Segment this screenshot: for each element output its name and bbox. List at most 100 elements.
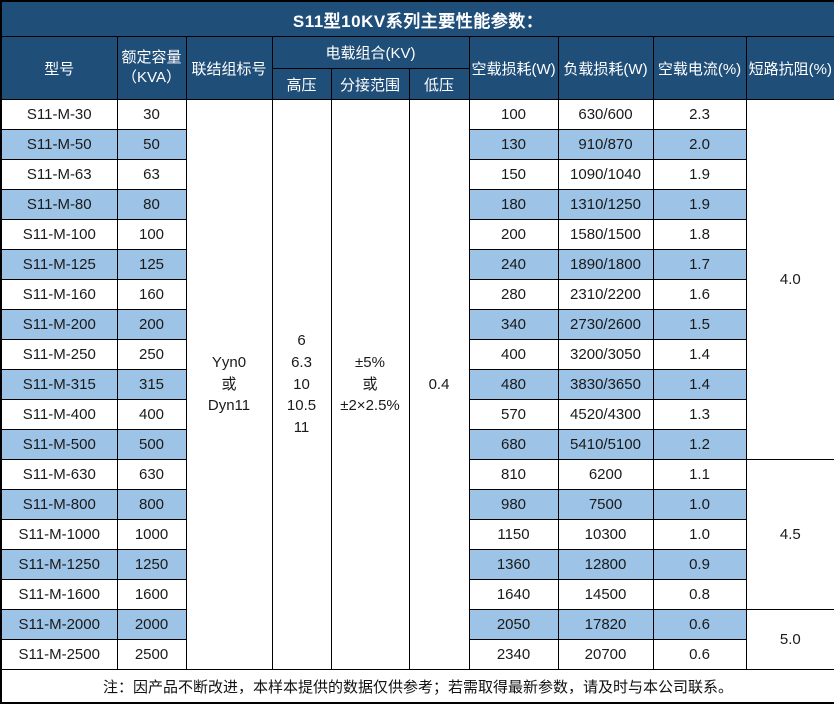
no-load-loss-cell: 2340 — [468, 639, 559, 670]
no-load-current-cell: 1.0 — [652, 489, 747, 520]
impedance-cell: 5.0 — [745, 609, 834, 670]
capacity-cell: 63 — [116, 159, 187, 190]
spec-row: S11-M-200 200 340 2730/2600 1.5 — [0, 309, 834, 340]
page-title: S11型10KV系列主要性能参数： — [0, 0, 834, 37]
capacity-cell: 100 — [116, 219, 187, 250]
impedance-cell: 4.0 — [745, 99, 834, 460]
model-cell: S11-M-63 — [0, 159, 118, 190]
no-load-current-cell: 0.6 — [652, 639, 747, 670]
load-loss-cell: 7500 — [557, 489, 654, 520]
capacity-cell: 400 — [116, 399, 187, 430]
model-cell: S11-M-315 — [0, 369, 118, 400]
no-load-current-cell: 2.0 — [652, 129, 747, 160]
capacity-cell: 80 — [116, 189, 187, 220]
model-cell: S11-M-1600 — [0, 579, 118, 610]
spec-row: S11-M-125 125 240 1890/1800 1.7 — [0, 249, 834, 280]
no-load-current-cell: 1.7 — [652, 249, 747, 280]
load-loss-cell: 1310/1250 — [557, 189, 654, 220]
load-loss-cell: 2730/2600 — [557, 309, 654, 340]
no-load-current-cell: 1.9 — [652, 189, 747, 220]
model-cell: S11-M-400 — [0, 399, 118, 430]
capacity-cell: 630 — [116, 459, 187, 490]
model-cell: S11-M-80 — [0, 189, 118, 220]
capacity-cell: 30 — [116, 99, 187, 130]
footer-note: 注：因产品不断改进，本样本提供的数据仅供参考；若需取得最新参数，请及时与本公司联… — [0, 669, 834, 704]
no-load-loss-cell: 1640 — [468, 579, 559, 610]
col-header-capacity: 额定容量 （KVA） — [116, 36, 187, 100]
no-load-current-cell: 1.1 — [652, 459, 747, 490]
no-load-loss-cell: 180 — [468, 189, 559, 220]
capacity-cell: 160 — [116, 279, 187, 310]
no-load-current-cell: 0.8 — [652, 579, 747, 610]
col-header-connection: 联结组标号 — [185, 36, 273, 100]
high-voltage-cell: 6 6.3 10 10.5 11 — [271, 99, 332, 670]
col-header-model: 型号 — [0, 36, 118, 100]
title-row: S11型10KV系列主要性能参数： — [0, 0, 834, 37]
load-loss-cell: 3200/3050 — [557, 339, 654, 370]
capacity-cell: 250 — [116, 339, 187, 370]
col-header-no-load-loss: 空载损耗(W) — [468, 36, 559, 100]
no-load-loss-cell: 810 — [468, 459, 559, 490]
no-load-loss-cell: 130 — [468, 129, 559, 160]
model-cell: S11-M-1000 — [0, 519, 118, 550]
col-header-tap-range: 分接范围 — [330, 68, 410, 100]
no-load-loss-cell: 240 — [468, 249, 559, 280]
load-loss-cell: 1090/1040 — [557, 159, 654, 190]
col-header-voltage-combo: 电载组合(KV) — [271, 36, 470, 69]
load-loss-cell: 1890/1800 — [557, 249, 654, 280]
model-cell: S11-M-30 — [0, 99, 118, 130]
spec-row: S11-M-500 500 680 5410/5100 1.2 — [0, 429, 834, 460]
spec-row: S11-M-160 160 280 2310/2200 1.6 — [0, 279, 834, 310]
note-row: 注：因产品不断改进，本样本提供的数据仅供参考；若需取得最新参数，请及时与本公司联… — [0, 669, 834, 704]
connection-group-cell: Yyn0 或 Dyn11 — [185, 99, 273, 670]
spec-table-body: S11-M-30 30 Yyn0 或 Dyn11 6 6.3 10 10.5 11 ±5% 或 ±2×2… — [0, 99, 834, 670]
low-voltage-cell: 0.4 — [408, 99, 470, 670]
no-load-loss-cell: 150 — [468, 159, 559, 190]
no-load-loss-cell: 1360 — [468, 549, 559, 580]
no-load-loss-cell: 980 — [468, 489, 559, 520]
col-header-capacity-line1: 额定容量 — [121, 48, 182, 66]
col-header-load-loss: 负载损耗(W) — [557, 36, 654, 100]
no-load-loss-cell: 280 — [468, 279, 559, 310]
spec-row: S11-M-1600 1600 1640 14500 0.8 — [0, 579, 834, 610]
load-loss-cell: 20700 — [557, 639, 654, 670]
load-loss-cell: 4520/4300 — [557, 399, 654, 430]
no-load-current-cell: 0.9 — [652, 549, 747, 580]
tap-range-cell: ±5% 或 ±2×2.5% — [330, 99, 410, 670]
no-load-loss-cell: 200 — [468, 219, 559, 250]
model-cell: S11-M-1250 — [0, 549, 118, 580]
load-loss-cell: 5410/5100 — [557, 429, 654, 460]
no-load-current-cell: 2.3 — [652, 99, 747, 130]
model-cell: S11-M-630 — [0, 459, 118, 490]
capacity-cell: 800 — [116, 489, 187, 520]
no-load-loss-cell: 100 — [468, 99, 559, 130]
spec-row: S11-M-30 30 Yyn0 或 Dyn11 6 6.3 10 10.5 11 ±5% 或 ±2×2… — [0, 99, 834, 670]
no-load-loss-cell: 570 — [468, 399, 559, 430]
header-row-main: 型号 额定容量 （KVA） 联结组标号 电载组合(KV) 空载损耗(W) 负载损… — [0, 36, 834, 100]
model-cell: S11-M-2500 — [0, 639, 118, 670]
load-loss-cell: 3830/3650 — [557, 369, 654, 400]
spec-row: S11-M-315 315 480 3830/3650 1.4 — [0, 369, 834, 400]
col-header-impedance: 短路抗阻(%) — [745, 36, 834, 100]
load-loss-cell: 2310/2200 — [557, 279, 654, 310]
no-load-loss-cell: 480 — [468, 369, 559, 400]
load-loss-cell: 12800 — [557, 549, 654, 580]
no-load-current-cell: 1.8 — [652, 219, 747, 250]
capacity-cell: 200 — [116, 309, 187, 340]
no-load-current-cell: 1.2 — [652, 429, 747, 460]
model-cell: S11-M-50 — [0, 129, 118, 160]
model-cell: S11-M-200 — [0, 309, 118, 340]
load-loss-cell: 14500 — [557, 579, 654, 610]
no-load-current-cell: 1.0 — [652, 519, 747, 550]
load-loss-cell: 1580/1500 — [557, 219, 654, 250]
spec-row: S11-M-2500 2500 2340 20700 0.6 — [0, 639, 834, 670]
model-cell: S11-M-160 — [0, 279, 118, 310]
no-load-loss-cell: 340 — [468, 309, 559, 340]
col-header-no-load-current: 空载电流(%) — [652, 36, 747, 100]
impedance-cell: 4.5 — [745, 459, 834, 610]
no-load-loss-cell: 2050 — [468, 609, 559, 640]
model-cell: S11-M-250 — [0, 339, 118, 370]
model-cell: S11-M-2000 — [0, 609, 118, 640]
